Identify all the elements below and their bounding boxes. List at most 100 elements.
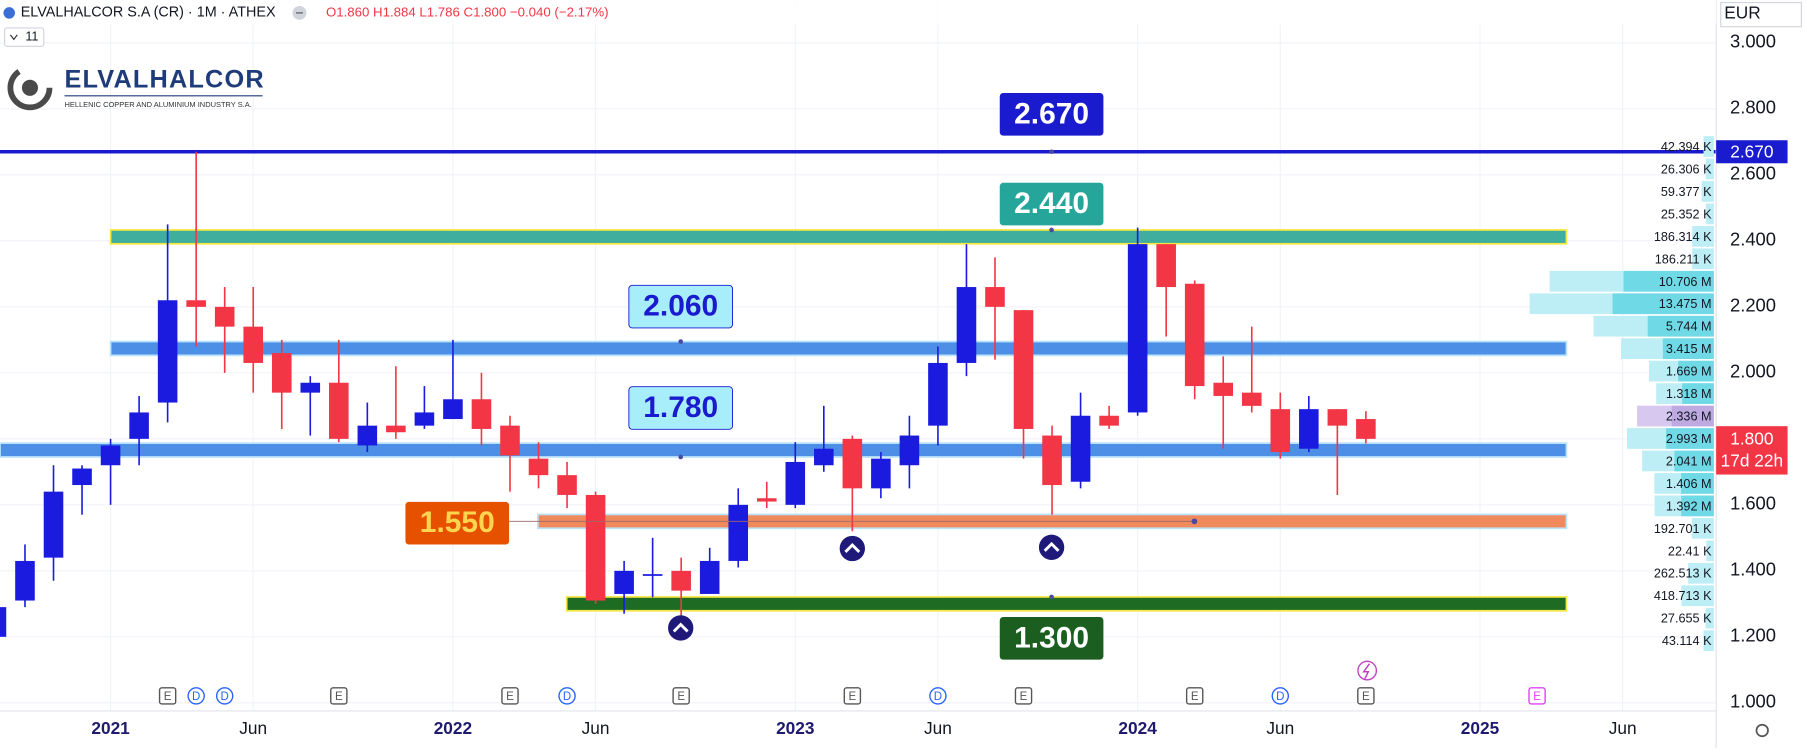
settings[interactable] (1755, 723, 1769, 738)
candle-body (1013, 310, 1034, 429)
volume-profile: 42.394 K 26.306 K 59.377 K 25.352 K 186.314 … (1529, 136, 1714, 652)
x-tick-label: 2022 (434, 718, 472, 738)
candle-body (1213, 382, 1234, 396)
candle-body (414, 412, 435, 426)
candle-body (386, 425, 406, 433)
candle-body (15, 560, 35, 601)
candle-body (100, 445, 121, 466)
indicators-count: 11 (25, 29, 38, 43)
currency-button[interactable] (1720, 1, 1802, 28)
volume-bar-inner (1662, 338, 1714, 360)
volume-bar-inner (1623, 270, 1714, 292)
volume-bar (1705, 607, 1714, 629)
event-label: D (1276, 691, 1284, 703)
event-icon (158, 687, 177, 705)
time-axis: 2021 Jun 2022 Jun 2023 Jun 2024 Jun 2025 Jun (91, 718, 1636, 738)
candle-body (1327, 409, 1348, 426)
volume-label: 186.314 K (1654, 230, 1712, 244)
volume-bar (1705, 203, 1714, 225)
candle-body (642, 574, 663, 576)
x-tick-label: Jun (924, 718, 952, 738)
event-icon (1271, 687, 1290, 705)
candle-body (243, 326, 264, 363)
currency: EUR (1724, 3, 1760, 23)
volume-bar (1681, 585, 1714, 607)
volume-bar-inner (1671, 405, 1714, 427)
volume-label: 27.655 K (1661, 612, 1712, 626)
event-icon (501, 687, 519, 705)
candle-body (671, 570, 691, 591)
volume-label: 26.306 K (1661, 162, 1712, 176)
volume-label: 42.394 K (1661, 140, 1712, 154)
level-label-box (999, 617, 1104, 660)
candle-body (129, 412, 149, 439)
x-tick-label: Jun (239, 718, 267, 738)
volume-bar-inner (1612, 293, 1714, 315)
symbol: ELVALHALCOR S.A (CR) · 1M · ATHEX (21, 5, 276, 21)
volume-label: 1.392 M (1666, 499, 1712, 513)
volume-label: 262.513 K (1654, 567, 1712, 581)
level-labels: 2.670 2.440 2.060 1.780 1.550 1.300 (405, 92, 1198, 660)
event-label: E (677, 691, 685, 703)
anchor-dot (1049, 594, 1054, 600)
volume-bar (1692, 248, 1714, 270)
x-tick-label: Jun (1609, 718, 1637, 738)
event-icon (558, 687, 576, 705)
level-label-box (999, 182, 1104, 226)
volume-label: 2.993 M (1666, 432, 1712, 446)
candle-body (928, 362, 948, 426)
candle-body (500, 425, 520, 456)
y-tick-label: 2.400 (1730, 229, 1776, 250)
event-icon (672, 687, 690, 705)
candle-body (271, 353, 292, 393)
volume-bar-inner (1681, 495, 1714, 517)
x-tick-label: 2023 (776, 718, 814, 738)
volume-label: 10.706 M (1659, 275, 1712, 289)
level-label: 1.300 (1014, 621, 1089, 654)
candle-body (1184, 283, 1205, 387)
candle-body (157, 300, 178, 403)
event-icon (1014, 687, 1033, 705)
candle-body (785, 461, 806, 505)
volume-bar (1692, 225, 1714, 247)
level-label: 1.550 (420, 506, 495, 539)
event-label: E (506, 691, 514, 703)
level-band (109, 340, 1568, 357)
level-band (565, 596, 1568, 612)
marker (1038, 534, 1065, 561)
last-price-tag (1716, 426, 1788, 475)
indicators-button[interactable] (4, 27, 45, 47)
level-label: 1.780 (643, 391, 718, 424)
event-icon (929, 687, 947, 705)
candle-body (585, 494, 606, 601)
y-tick-label: 1.600 (1730, 493, 1776, 514)
volume-label: 25.352 K (1661, 207, 1712, 221)
level-label-box (405, 501, 510, 545)
logo: ELVALHALCOR HELLENIC COPPER AND ALUMINIU… (7, 65, 264, 111)
event-icon (187, 687, 205, 705)
marker (668, 615, 694, 641)
candle-body (899, 435, 920, 466)
y-tick-label: 2.200 (1730, 295, 1776, 316)
volume-label: 1.669 M (1666, 365, 1712, 379)
event-label: D (934, 691, 942, 703)
volume-bar (1688, 562, 1714, 584)
volume-bar (1706, 540, 1714, 562)
candle-body (1270, 409, 1291, 453)
candle-body (443, 399, 463, 420)
anchor-dot (678, 339, 684, 344)
markers (668, 534, 1065, 641)
volume-bar (1691, 517, 1714, 539)
candle-body (756, 498, 777, 502)
level-band (0, 442, 1568, 458)
volume-label: 3.415 M (1666, 342, 1712, 356)
y-tick-label: 2.000 (1730, 361, 1776, 382)
volume-bar-inner (1666, 428, 1714, 449)
candle-body (1241, 392, 1262, 406)
event-label: D (221, 691, 229, 703)
volume-label: 5.744 M (1666, 320, 1712, 334)
volume-label: 59.377 K (1661, 185, 1712, 199)
volume-label: 2.336 M (1666, 410, 1712, 424)
y-tick-label: 2.600 (1730, 163, 1776, 184)
